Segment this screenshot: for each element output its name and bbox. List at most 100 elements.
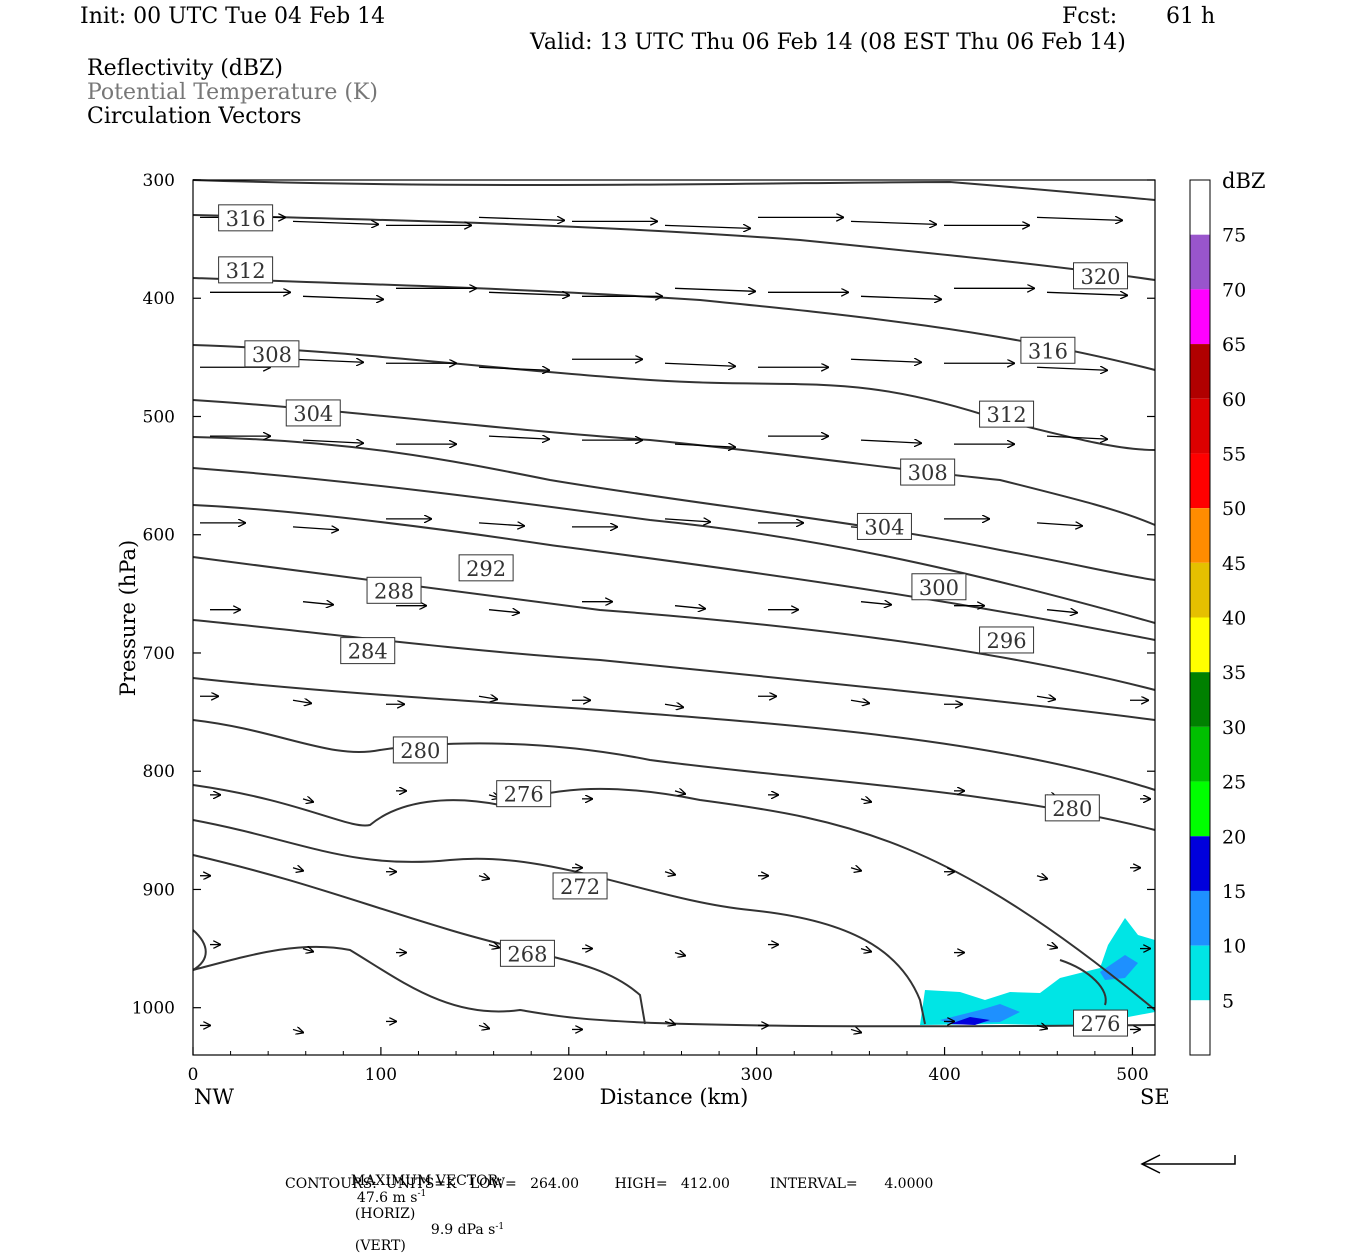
valid-time: Valid: 13 UTC Thu 06 Feb 14 (08 EST Thu … [530,30,1126,55]
x-axis: 0 100 200 300 400 500 [188,1047,1149,1085]
colorbar-label: 45 [1222,553,1246,575]
colorbar-segment [1190,1000,1210,1055]
contour-label: 280 [400,739,440,763]
contour-label-box [458,554,514,582]
theta-contours [192,179,1156,1028]
contour-label-box [218,256,274,284]
vector-arrow [850,1029,861,1032]
vector-arrow [1036,367,1107,370]
colorbar-segment [1190,344,1210,399]
vector-arrow [292,527,338,530]
y-tick-label: 400 [143,289,175,309]
y-tick-label: 500 [143,407,175,427]
vector-arrow [488,436,549,439]
colorbar-label: 60 [1222,389,1246,411]
y-axis: 300 400 500 600 700 800 900 1000 [132,171,1155,1019]
contour-label-box [496,780,552,808]
contour-label: 276 [1080,1012,1120,1036]
contour-label: 316 [1028,339,1068,363]
colorbar-frame [1189,179,1211,1056]
vector-arrow [860,296,941,299]
y-tick-label: 300 [143,171,175,191]
init-time: Init: 00 UTC Tue 04 Feb 14 [80,4,386,29]
vert-exponent: -1 [495,1221,505,1232]
contour-label-box [340,637,396,665]
contour-label-box [552,872,608,900]
colorbar-label: 70 [1222,279,1246,301]
contour-label-box [1044,794,1100,822]
contour-label-box [285,399,341,427]
colorbar-segment [1190,453,1210,509]
max-vector-horiz: 47.6 m s [356,1189,418,1206]
plot-frame [192,179,1156,1056]
vector-arrow [860,440,921,443]
vector-arrow [478,217,564,220]
colorbar-label: 35 [1222,662,1246,684]
x-tick-label: 200 [553,1065,585,1085]
x-tick-label: 300 [740,1065,772,1085]
horiz-exponent: -1 [417,1189,427,1199]
x-tick-label: 100 [365,1065,397,1085]
contour-label-box [1073,1009,1129,1037]
vector-arrow [674,953,685,956]
colorbar-segment [1190,234,1210,290]
colorbar-label: 25 [1222,772,1246,794]
vector-arrow [478,876,489,879]
colorbar-segment [1190,180,1210,235]
colorbar-label: 5 [1222,990,1234,1012]
max-vector-line: MAXIMUM VECTOR: 47.6 m s-1 (HORIZ) 9.9 d… [342,1157,504,1254]
colorbar-label: 10 [1222,936,1246,958]
vector-arrow [292,359,363,362]
contour-label: 276 [504,783,544,807]
vector-arrow [302,296,383,299]
contour-label: 272 [560,875,600,899]
vector-arrow [292,1029,303,1032]
colorbar-label: 55 [1222,443,1246,465]
max-vector-vert-unit: (VERT) [354,1238,406,1254]
vector-arrow [1046,436,1107,439]
vector-arrow [1046,610,1077,613]
contour-label-box [366,576,422,604]
vector-arrow [674,606,705,609]
contour-label-box [911,573,967,601]
field-potential-temperature: Potential Temperature (K) [87,80,378,105]
vector-arrow [478,523,524,526]
vector-arrow [850,359,921,362]
forecast-label: Fcst: [1062,4,1118,29]
x-tick-label: 500 [1116,1065,1148,1085]
vector-arrow [860,799,871,802]
vector-arrow [1036,876,1047,879]
colorbar-segment [1190,890,1210,946]
contour-label: 288 [374,579,414,603]
vector-arrow [674,791,685,794]
vector-arrow [488,610,519,613]
cross-section-chart: 3163123083042922882842802762722683203163… [116,169,1265,1174]
contour-label-box [900,458,956,486]
colorbar-label: 65 [1222,334,1246,356]
colorbar-label: 15 [1222,881,1246,903]
colorbar-segment [1190,781,1210,837]
contour-label: 280 [1052,797,1092,821]
colorbar-label: 75 [1222,225,1246,247]
contour-label-box [979,626,1035,654]
vector-arrow [1036,696,1055,699]
reference-vector-arrow [1140,1154,1236,1174]
vector-arrow [292,868,303,871]
contour-label: 292 [466,557,506,581]
vector-arrow [1036,1025,1047,1028]
colorbar-label: 40 [1222,608,1246,630]
x-axis-title: Distance (km) [600,1085,749,1109]
contour-label-box [979,400,1035,428]
colorbar-unit: dBZ [1222,169,1265,193]
vector-arrow [478,696,497,699]
contour-label: 300 [919,576,959,600]
contour-label: 308 [252,343,292,367]
colorbar-segment [1190,836,1210,891]
colorbar-label: 50 [1222,498,1246,520]
contour-label-box [218,204,274,232]
y-tick-label: 700 [143,644,175,664]
vector-arrow [292,221,378,224]
contour-label-box [1020,336,1076,364]
contour-label-box [1073,262,1129,290]
contour-label-box [856,512,912,540]
